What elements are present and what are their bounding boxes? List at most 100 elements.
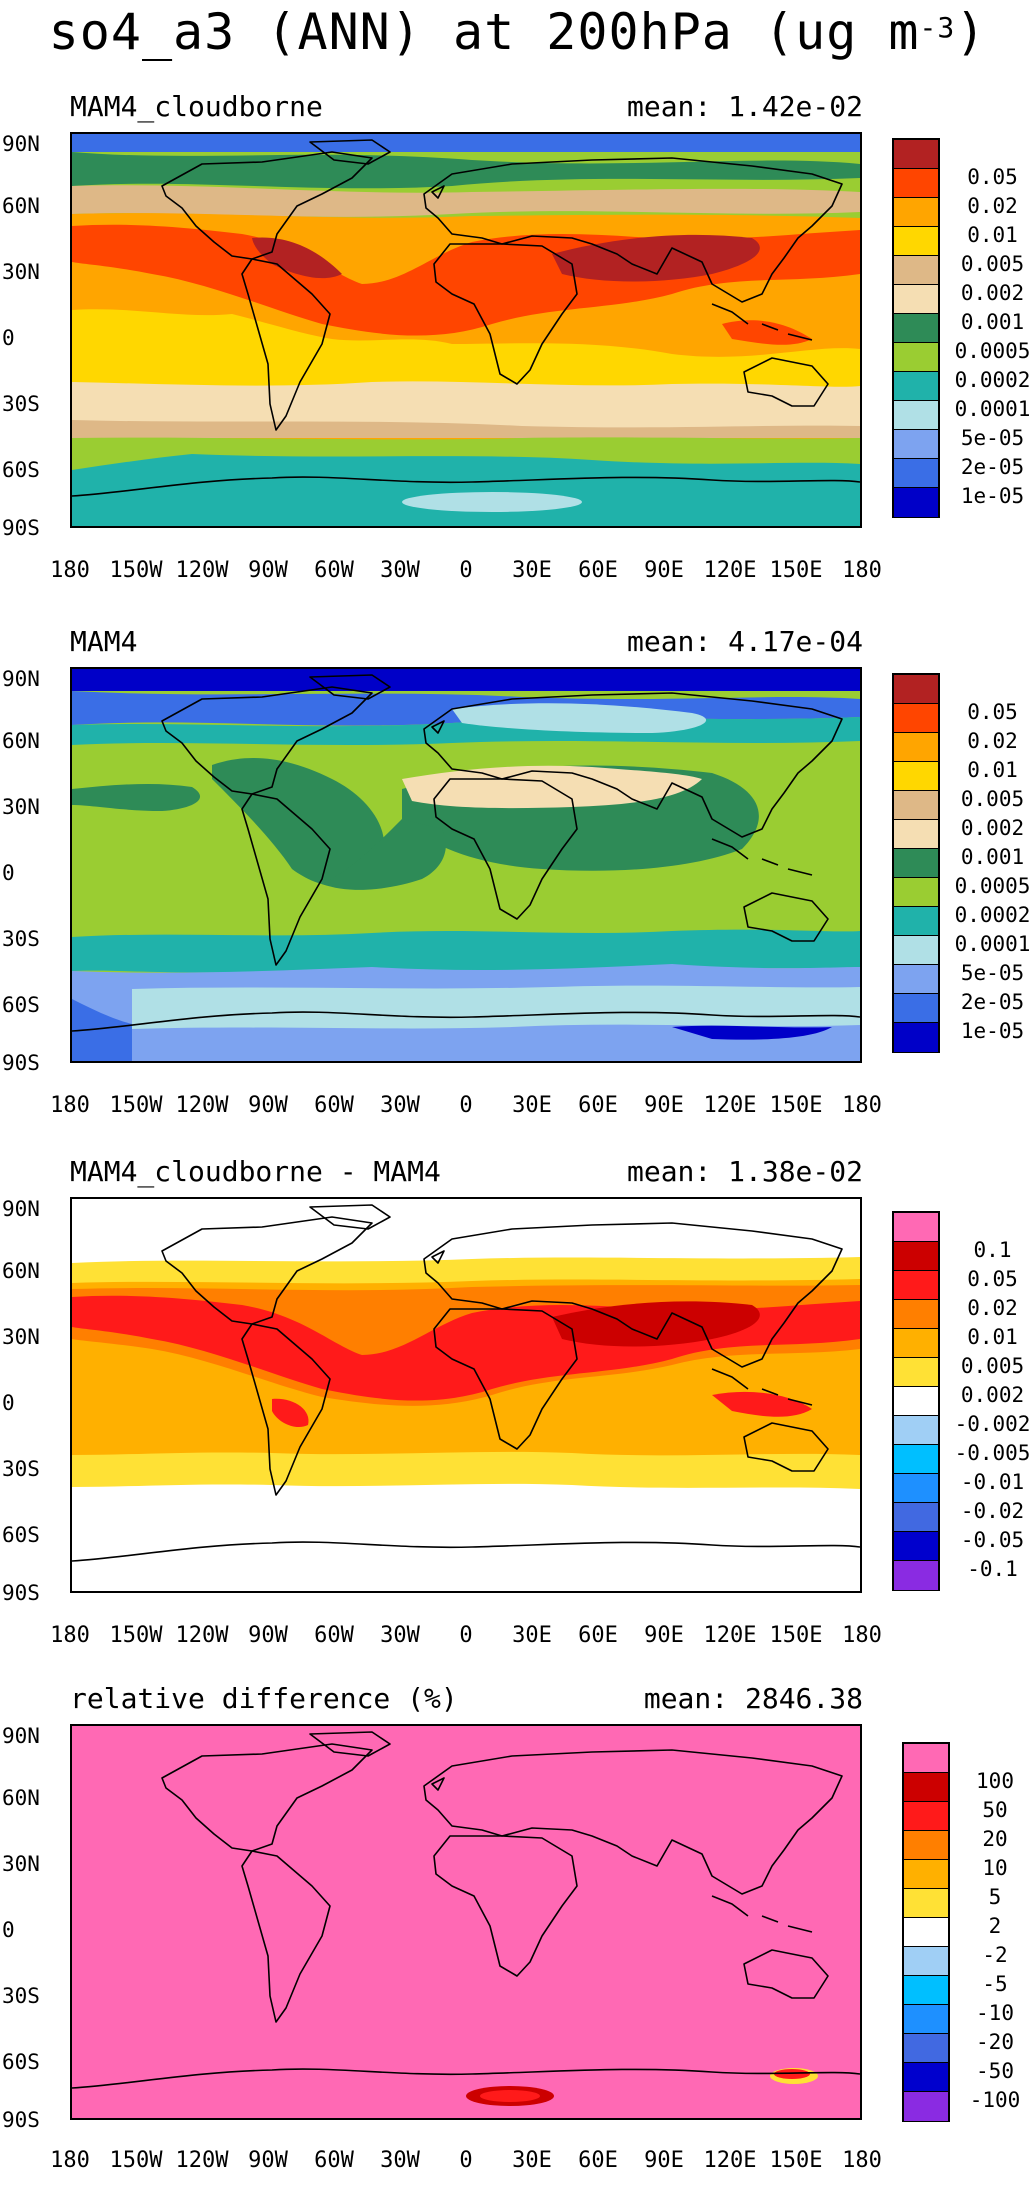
lat-label: 90N: [2, 667, 40, 691]
colorbar-label: -20: [976, 2030, 1014, 2054]
lon-label: 180: [842, 1093, 882, 1118]
colorbar-label: -0.01: [960, 1470, 1025, 1494]
lat-label: 0: [2, 326, 15, 350]
colorbar-box: [894, 675, 938, 704]
colorbar-label: 50: [982, 1798, 1008, 1822]
colorbar-label: 20: [982, 1827, 1008, 1851]
colorbar-box: [894, 256, 938, 285]
colorbar-label: 0.1: [973, 1238, 1012, 1262]
lon-label: 60E: [578, 558, 618, 583]
colorbar-box: [894, 1474, 938, 1503]
panel-mean: mean: 2846.38: [643, 1682, 863, 1715]
colorbar-box: [894, 1329, 938, 1358]
colorbar-box: [904, 1918, 948, 1947]
colorbar-label: 0.0002: [954, 368, 1031, 392]
colorbar-label: 0.002: [960, 816, 1025, 840]
lat-label: 60S: [2, 1523, 40, 1547]
lon-label: 90E: [644, 1623, 684, 1648]
colorbar-label: 2e-05: [960, 990, 1025, 1014]
colorbar-box: [894, 169, 938, 198]
colorbar-label: 5e-05: [960, 961, 1025, 985]
lon-label: 60W: [314, 1623, 354, 1648]
lon-label: 30E: [512, 1093, 552, 1118]
panel-mean: mean: 1.38e-02: [626, 1155, 863, 1188]
colorbar-label: 0.01: [967, 758, 1018, 782]
colorbar-box: [894, 820, 938, 849]
panel-title: MAM4: [70, 625, 138, 658]
colorbar-label: -5: [982, 1972, 1008, 1996]
lat-label: 60N: [2, 1259, 40, 1283]
lat-label: 30S: [2, 1457, 40, 1481]
colorbar-label: 10: [982, 1856, 1008, 1880]
lon-label: 150E: [769, 2148, 823, 2173]
lon-label: 120E: [703, 558, 757, 583]
lon-label: 120W: [175, 1623, 229, 1648]
colorbar-label: 0.05: [967, 700, 1018, 724]
panel-difference: MAM4_cloudborne - MAM4 mean: 1.38e-02: [0, 1155, 1035, 1665]
lon-label: 180: [842, 2148, 882, 2173]
lon-label: 180: [50, 558, 90, 583]
lat-label: 90N: [2, 132, 40, 156]
colorbar-label: 0.005: [960, 787, 1025, 811]
colorbar: [902, 1742, 950, 2122]
colorbar-box: [894, 1271, 938, 1300]
colorbar-label: -0.005: [954, 1441, 1031, 1465]
colorbar-box: [894, 401, 938, 430]
lat-label: 60N: [2, 1786, 40, 1810]
lon-label: 90E: [644, 2148, 684, 2173]
lat-label: 30N: [2, 1852, 40, 1876]
colorbar-label: -50: [976, 2059, 1014, 2083]
figure-title: so4_a3 (ANN) at 200hPa (ug m-3): [48, 3, 987, 61]
lon-label: 0: [459, 1093, 473, 1118]
colorbar-label: -100: [969, 2088, 1021, 2112]
colorbar-label: 0.0005: [954, 874, 1031, 898]
colorbar-box: [894, 907, 938, 936]
colorbar-label: 0.0005: [954, 339, 1031, 363]
lon-label: 90E: [644, 1093, 684, 1118]
map-relative-difference: [70, 1724, 862, 2120]
panel-title: MAM4_cloudborne: [70, 90, 323, 123]
colorbar-box: [894, 791, 938, 820]
colorbar-label: 0.005: [960, 252, 1025, 276]
lat-label: 60N: [2, 729, 40, 753]
colorbar-box: [894, 1387, 938, 1416]
colorbar-box: [904, 1947, 948, 1976]
colorbar-box: [894, 343, 938, 372]
lat-label: 90N: [2, 1197, 40, 1221]
colorbar-label: 0.02: [967, 729, 1018, 753]
colorbar-box: [904, 1802, 948, 1831]
colorbar-box: [894, 459, 938, 488]
lon-label: 90W: [248, 1093, 288, 1118]
colorbar-box: [894, 227, 938, 256]
lat-label: 0: [2, 861, 15, 885]
lon-label: 90E: [644, 558, 684, 583]
colorbar-box: [894, 372, 938, 401]
colorbar-label: 1e-05: [960, 1019, 1025, 1043]
colorbar-label: -0.05: [960, 1528, 1025, 1552]
colorbar-box: [894, 1445, 938, 1474]
map-cloudborne: [70, 132, 862, 528]
colorbar-box: [894, 994, 938, 1023]
lat-label: 30N: [2, 1325, 40, 1349]
colorbar-label: -2: [982, 1943, 1008, 1967]
colorbar-box: [894, 1300, 938, 1329]
lon-label: 120E: [703, 1093, 757, 1118]
lat-label: 30S: [2, 392, 40, 416]
lat-label: 90S: [2, 1581, 40, 1605]
colorbar-box: [894, 1242, 938, 1271]
colorbar-label: 1e-05: [960, 484, 1025, 508]
lon-label: 0: [459, 1623, 473, 1648]
colorbar-label: 0.02: [967, 194, 1018, 218]
lon-label: 30W: [380, 1093, 420, 1118]
colorbar-label: 0.02: [967, 1296, 1018, 1320]
lon-label: 180: [842, 1623, 882, 1648]
lon-label: 30W: [380, 1623, 420, 1648]
panel-mam4: MAM4 mean: 4.17e-04: [0, 625, 1035, 1135]
lat-label: 60S: [2, 2050, 40, 2074]
colorbar-label: 0.05: [967, 165, 1018, 189]
lon-label: 60E: [578, 1093, 618, 1118]
colorbar-box: [894, 314, 938, 343]
lon-label: 120W: [175, 558, 229, 583]
colorbar-label: 0.0002: [954, 903, 1031, 927]
colorbar-label: -0.02: [960, 1499, 1025, 1523]
